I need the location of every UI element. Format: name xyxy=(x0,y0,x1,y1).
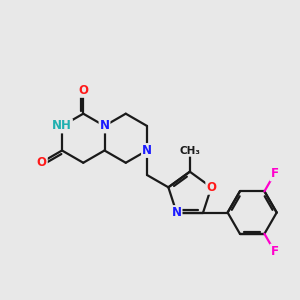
Text: O: O xyxy=(78,84,88,97)
Text: NH: NH xyxy=(52,119,72,133)
Text: N: N xyxy=(100,119,110,133)
Text: N: N xyxy=(142,144,152,157)
Text: F: F xyxy=(271,167,278,180)
Text: CH₃: CH₃ xyxy=(179,146,200,156)
Text: N: N xyxy=(172,206,182,219)
Text: F: F xyxy=(271,245,278,258)
Text: O: O xyxy=(37,156,47,169)
Text: O: O xyxy=(206,181,216,194)
